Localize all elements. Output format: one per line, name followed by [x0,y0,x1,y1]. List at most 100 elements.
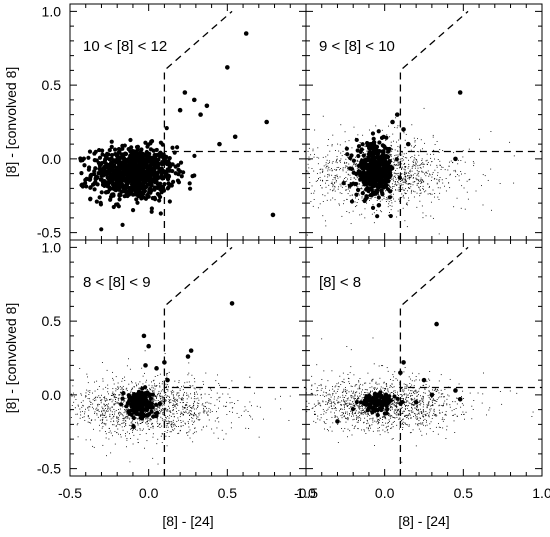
background-point [118,403,120,405]
background-point [166,389,168,390]
background-point [432,405,434,407]
background-point [424,173,425,175]
background-point [174,424,176,426]
background-point [345,181,347,182]
background-point [136,421,138,423]
background-point [176,411,177,413]
background-point [414,140,416,142]
background-point [323,421,325,423]
background-point [453,152,455,154]
background-point [164,392,166,394]
background-point [102,418,104,420]
background-point [397,414,399,416]
background-point [146,440,148,442]
background-point [410,183,412,185]
background-point [170,425,172,427]
background-point [282,400,283,401]
background-point [304,389,305,390]
background-point [98,410,100,412]
background-point [194,400,196,402]
background-point [50,418,51,419]
background-point [210,397,212,399]
background-point [129,418,130,420]
background-point [273,424,274,425]
outlier-point [143,363,148,368]
data-point [181,170,186,175]
background-point [156,443,158,445]
background-point [93,428,94,430]
background-point [140,385,142,387]
background-point [23,387,24,388]
background-point [106,455,107,457]
data-point [384,135,389,140]
background-point [386,430,388,432]
selection-boundary [163,150,306,240]
background-point [399,394,401,395]
data-point [131,415,137,421]
background-point [446,404,448,406]
background-point [509,141,511,143]
data-point [102,179,107,184]
background-point [405,408,406,410]
background-point [229,402,231,404]
background-point [404,181,406,183]
background-point [120,389,122,391]
data-point [96,147,102,153]
background-point [490,168,492,170]
background-point [339,192,341,194]
data-point [358,177,363,182]
background-point [98,385,100,387]
background-point [349,372,351,374]
background-point [117,433,119,435]
background-point [404,147,406,149]
background-point [148,384,150,386]
background-point [322,171,324,173]
background-point [357,388,359,390]
background-point [298,411,299,412]
background-point [334,185,336,187]
background-point [349,190,350,192]
background-point [418,171,420,173]
background-point [166,431,168,433]
data-point [131,179,136,185]
background-point [425,215,427,217]
background-point [165,377,167,379]
background-point [415,445,417,447]
background-point [121,387,123,389]
background-point [157,415,159,417]
background-point [153,398,155,400]
background-point [196,402,198,404]
background-point [334,186,336,188]
background-point [152,387,154,389]
background-point [100,415,102,416]
data-point [379,188,384,193]
background-point [80,393,82,395]
data-point [155,170,161,175]
background-point [336,174,338,176]
background-point [378,194,380,196]
background-point [353,176,355,178]
background-point [396,164,398,166]
background-point [188,422,189,424]
background-point [167,422,169,424]
background-point [102,426,104,428]
background-point [168,436,170,437]
data-point [148,396,153,401]
data-point [367,142,373,147]
background-point [356,163,358,165]
background-point [162,401,164,402]
background-point [395,117,397,119]
background-point [358,192,360,194]
background-point [375,412,376,414]
background-point [313,192,315,194]
background-point [105,416,107,418]
background-point [164,415,166,417]
background-point [165,420,167,422]
background-point [147,397,149,398]
data-point [375,172,381,177]
background-point [336,416,338,418]
background-point [85,439,87,441]
background-point [376,419,378,421]
background-point [347,174,349,176]
background-point [168,395,170,397]
